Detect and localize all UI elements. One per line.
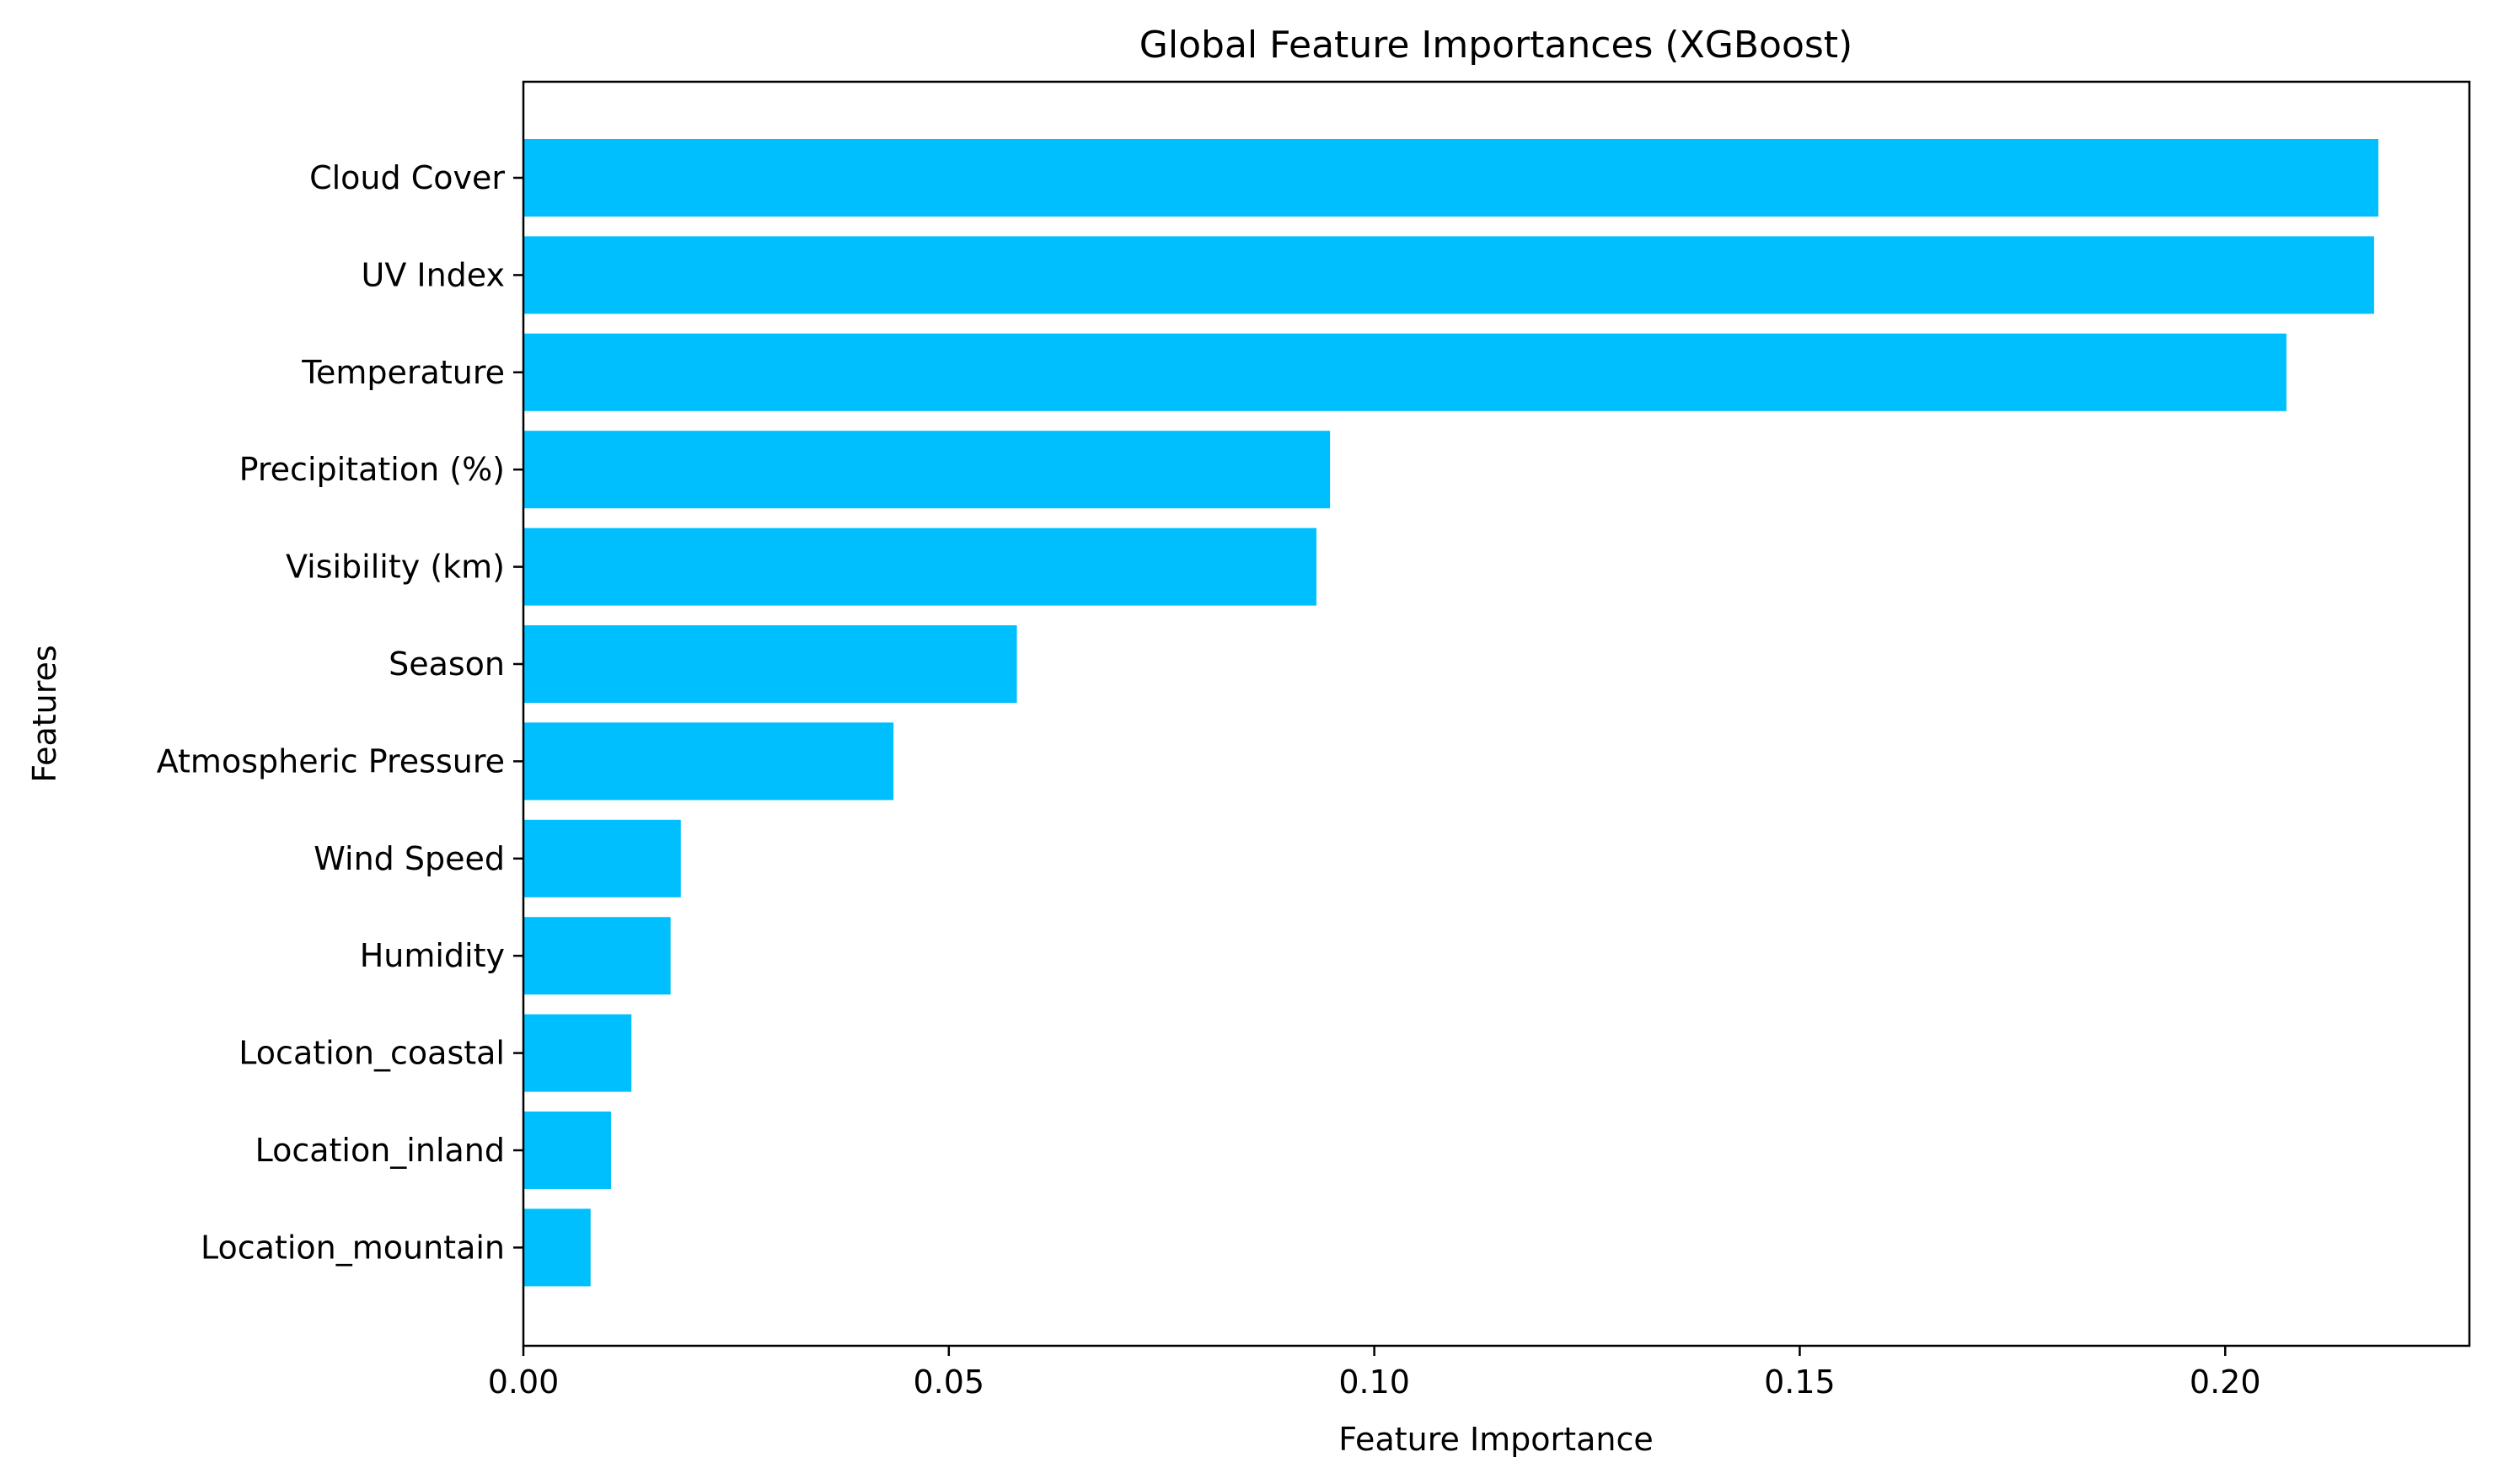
bar-atmospheric-pressure: [523, 722, 894, 801]
y-tick-label: Precipitation (%): [239, 451, 505, 488]
chart-title: Global Feature Importances (XGBoost): [1139, 24, 1852, 67]
bar-location-inland: [523, 1112, 611, 1189]
y-tick-label: Visibility (km): [286, 549, 505, 586]
y-tick-label: UV Index: [362, 256, 506, 293]
bar-visibility-km: [523, 528, 1316, 606]
bars-group: [523, 139, 2378, 1287]
bar-location-mountain: [523, 1208, 591, 1287]
x-axis-label: Feature Importance: [1338, 1421, 1653, 1458]
y-tick-label: Temperature: [301, 354, 505, 391]
x-tick-label: 0.15: [1764, 1363, 1836, 1401]
bar-precipitation: [523, 431, 1331, 509]
bar-humidity: [523, 917, 671, 995]
y-tick-label: Location_coastal: [239, 1035, 505, 1072]
x-axis-ticks: 0.00 0.05 0.10 0.15 0.20: [488, 1346, 2261, 1401]
bar-temperature: [523, 333, 2287, 411]
bar-season: [523, 625, 1017, 703]
y-tick-label: Location_inland: [255, 1132, 505, 1169]
x-tick-label: 0.20: [2190, 1363, 2261, 1401]
y-tick-label: Atmospheric Pressure: [157, 742, 505, 780]
bar-cloud-cover: [523, 139, 2378, 217]
x-tick-label: 0.05: [914, 1363, 985, 1401]
y-tick-label: Location_mountain: [201, 1229, 505, 1266]
y-tick-label: Cloud Cover: [309, 159, 505, 196]
y-tick-label: Humidity: [360, 937, 505, 974]
plot-frame: [522, 80, 2471, 1347]
bar-location-coastal: [523, 1014, 632, 1092]
y-axis-ticks: Cloud Cover UV Index Temperature Precipitat…: [157, 159, 523, 1266]
y-axis-label: Features: [26, 645, 63, 782]
x-tick-label: 0.10: [1338, 1363, 1410, 1401]
y-tick-label: Season: [389, 646, 505, 683]
x-tick-label: 0.00: [488, 1363, 560, 1401]
y-tick-label: Wind Speed: [314, 840, 505, 877]
bar-uv-index: [523, 236, 2374, 314]
bar-wind-speed: [523, 819, 681, 897]
